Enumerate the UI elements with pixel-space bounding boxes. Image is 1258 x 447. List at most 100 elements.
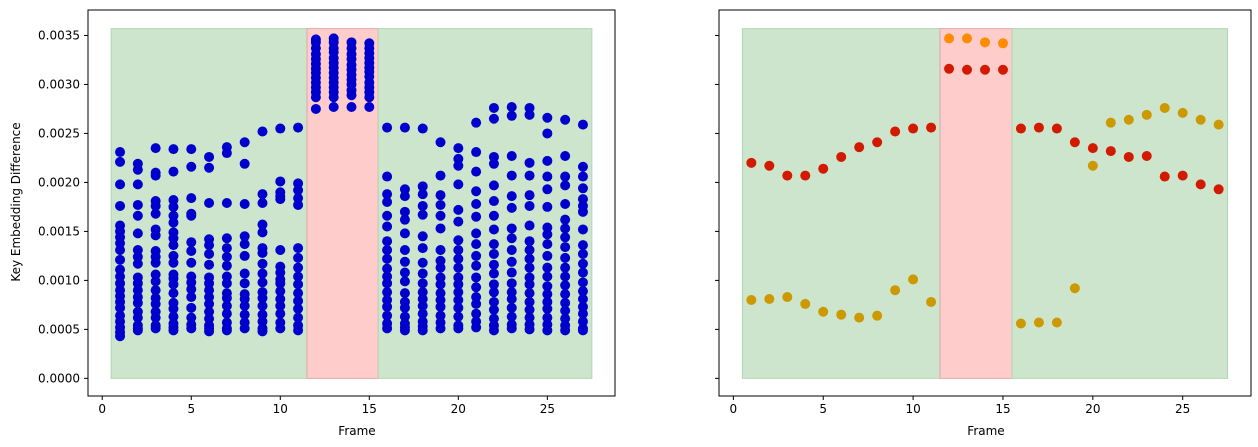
data-point (239, 268, 250, 279)
data-point (980, 37, 990, 48)
data-point (577, 267, 588, 278)
data-point (168, 217, 179, 228)
plot-frame (87, 9, 616, 397)
data-point (453, 245, 464, 256)
data-point (577, 301, 588, 312)
data-point (542, 171, 553, 182)
data-point (221, 293, 232, 304)
data-point (204, 248, 215, 259)
shaded-region-1 (939, 28, 1013, 379)
data-point (239, 300, 250, 311)
data-point (168, 250, 179, 261)
data-point (382, 236, 393, 247)
data-point (542, 155, 553, 166)
data-point (239, 239, 250, 250)
data-point (1033, 317, 1044, 328)
data-point (471, 282, 482, 293)
data-point (132, 285, 143, 296)
data-point (150, 298, 161, 309)
data-point (836, 309, 847, 320)
data-point (115, 302, 126, 313)
data-point (524, 253, 535, 264)
data-point (275, 176, 286, 187)
data-point (1087, 160, 1098, 171)
data-point (577, 183, 588, 194)
data-point (560, 271, 571, 282)
data-point (435, 223, 446, 234)
data-point (542, 201, 553, 212)
data-point (275, 194, 286, 205)
data-point (453, 287, 464, 298)
data-point (1195, 114, 1206, 125)
data-point (399, 256, 410, 267)
data-point (471, 166, 482, 177)
data-point (453, 253, 464, 264)
data-point (488, 102, 499, 113)
data-point (471, 198, 482, 209)
data-point (1141, 150, 1152, 161)
data-point (471, 186, 482, 197)
data-point (150, 323, 161, 334)
data-point (435, 210, 446, 221)
data-point (150, 200, 161, 211)
data-point (399, 288, 410, 299)
data-point (435, 279, 446, 290)
data-point (399, 228, 410, 239)
data-point (506, 170, 517, 181)
plot-frame (718, 9, 1252, 397)
data-point (257, 277, 268, 288)
data-point (186, 312, 197, 323)
data-point (435, 255, 446, 266)
data-point (417, 325, 428, 336)
data-point (1123, 151, 1134, 162)
data-point (239, 158, 250, 169)
data-point (435, 288, 446, 299)
x-tick-label: 0 (98, 402, 106, 416)
data-point (132, 245, 143, 256)
data-point (239, 309, 250, 320)
data-point (453, 160, 464, 171)
data-point (293, 312, 304, 323)
data-point (168, 233, 179, 244)
data-point (524, 170, 535, 181)
data-point (275, 286, 286, 297)
x-tick-label: 20 (1085, 402, 1100, 416)
data-point (577, 294, 588, 305)
data-point (275, 123, 286, 134)
data-point (186, 257, 197, 268)
data-point (293, 288, 304, 299)
data-point (168, 166, 179, 177)
data-point (944, 63, 955, 74)
data-point (453, 179, 464, 190)
y-tick-label: 0.0035 (38, 28, 80, 42)
data-point (186, 302, 197, 313)
data-point (417, 278, 428, 289)
data-point (150, 276, 161, 287)
data-point (132, 164, 143, 175)
shaded-region-2 (377, 28, 593, 379)
data-point (257, 189, 268, 200)
data-point (221, 300, 232, 311)
data-point (542, 289, 553, 300)
data-point (453, 272, 464, 283)
data-point (239, 137, 250, 148)
data-point (577, 240, 588, 251)
data-point (453, 235, 464, 246)
data-point (926, 296, 937, 307)
x-tick-label: 25 (540, 402, 555, 416)
data-point (471, 298, 482, 309)
data-point (382, 294, 393, 305)
data-point (560, 313, 571, 324)
data-point (577, 308, 588, 319)
data-point (542, 281, 553, 292)
data-point (221, 271, 232, 282)
data-point (506, 256, 517, 267)
data-point (257, 268, 268, 279)
data-point (168, 201, 179, 212)
data-point (560, 297, 571, 308)
data-point (364, 101, 375, 112)
data-point (488, 279, 499, 290)
data-point (382, 310, 393, 321)
data-point (488, 239, 499, 250)
